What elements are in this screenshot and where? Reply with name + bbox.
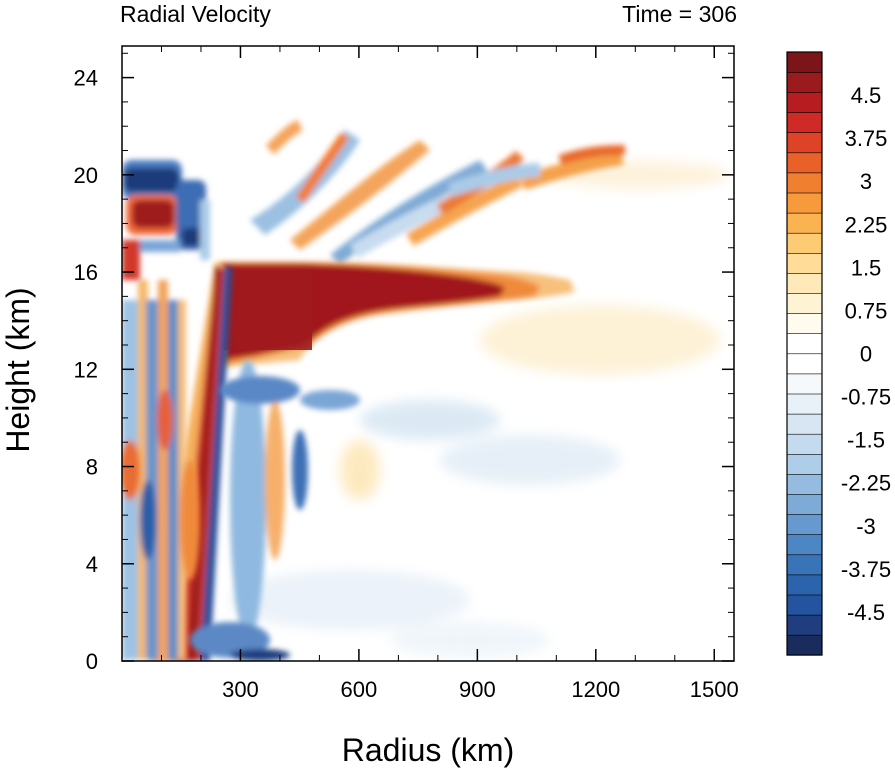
colorbar-label: 3.75 bbox=[845, 126, 888, 151]
colorbar-swatch bbox=[786, 574, 823, 596]
colorbar-label: 4.5 bbox=[851, 83, 882, 108]
colorbar-swatch bbox=[786, 594, 823, 616]
colorbar-label: 0 bbox=[860, 342, 872, 367]
colorbar-swatch bbox=[786, 554, 823, 576]
colorbar-swatch bbox=[786, 393, 823, 415]
colorbar-swatch bbox=[786, 132, 823, 154]
y-tick-label: 12 bbox=[74, 357, 98, 382]
colorbar-swatch bbox=[786, 232, 823, 254]
x-tick-label: 900 bbox=[459, 677, 496, 702]
colorbar-swatch bbox=[786, 192, 823, 214]
x-tick-label: 300 bbox=[222, 677, 259, 702]
colorbar-swatch bbox=[786, 152, 823, 174]
colorbar-label: 1.5 bbox=[851, 255, 882, 280]
y-tick-label: 16 bbox=[74, 260, 98, 285]
colorbar-swatch bbox=[786, 433, 823, 455]
colorbar-swatch bbox=[786, 212, 823, 234]
y-tick-label: 4 bbox=[86, 552, 98, 577]
y-tick-label: 24 bbox=[74, 66, 98, 91]
colorbar-swatch bbox=[786, 413, 823, 435]
field-layer bbox=[122, 119, 730, 661]
colorbar-swatch bbox=[786, 91, 823, 113]
x-tick-label: 600 bbox=[341, 677, 378, 702]
colorbar-swatch bbox=[786, 513, 823, 535]
colorbar-swatch bbox=[786, 473, 823, 495]
y-axis-minor-ticks bbox=[122, 52, 734, 638]
colorbar-swatch bbox=[786, 312, 823, 334]
colorbar-swatch bbox=[786, 71, 823, 93]
colorbar-label: -3 bbox=[856, 514, 876, 539]
chart-title: Radial Velocity bbox=[120, 1, 271, 27]
colorbar-swatch bbox=[786, 353, 823, 375]
colorbar-label: -2.25 bbox=[841, 471, 891, 496]
colorbar-swatch bbox=[786, 252, 823, 274]
colorbar-swatch bbox=[786, 614, 823, 636]
colorbar-swatch bbox=[786, 51, 823, 73]
colorbar-swatch bbox=[786, 272, 823, 294]
colorbar-swatch bbox=[786, 333, 823, 355]
colorbar-label: 2.25 bbox=[845, 212, 888, 237]
x-axis-title: Radius (km) bbox=[341, 732, 515, 768]
colorbar-swatch bbox=[786, 373, 823, 395]
y-axis-title: Height (km) bbox=[0, 287, 36, 453]
colorbar-swatch bbox=[786, 453, 823, 475]
x-tick-label: 1200 bbox=[571, 677, 620, 702]
y-tick-label: 20 bbox=[74, 163, 98, 188]
colorbar-label: -3.75 bbox=[841, 557, 891, 582]
plot-frame bbox=[121, 45, 735, 662]
colorbar-label: -4.5 bbox=[847, 600, 885, 625]
y-tick-label: 8 bbox=[86, 455, 98, 480]
colorbar-frame bbox=[786, 51, 823, 656]
x-axis: 300 600 900 1200 1500 bbox=[222, 46, 739, 702]
y-tick-label: 0 bbox=[86, 649, 98, 674]
colorbar-swatch bbox=[786, 112, 823, 134]
x-tick-label: 1500 bbox=[690, 677, 739, 702]
colorbar-label: -0.75 bbox=[841, 385, 891, 410]
colorbar: 4.5 3.75 3 2.25 1.5 0.75 0 -0.75 -1.5 -2.25 -3 -3.7… bbox=[786, 51, 891, 656]
x-axis-minor-ticks bbox=[160, 46, 676, 661]
y-axis: 0 4 8 12 16 20 24 bbox=[74, 66, 734, 674]
chart-subtitle: Time = 306 bbox=[622, 1, 737, 27]
colorbar-swatch bbox=[786, 634, 823, 656]
colorbar-swatch bbox=[786, 172, 823, 194]
colorbar-swatch bbox=[786, 534, 823, 556]
colorbar-label: 0.75 bbox=[845, 298, 888, 323]
colorbar-swatch bbox=[786, 493, 823, 515]
colorbar-label: 3 bbox=[860, 169, 872, 194]
colorbar-label: -1.5 bbox=[847, 428, 885, 453]
colorbar-swatch bbox=[786, 292, 823, 314]
